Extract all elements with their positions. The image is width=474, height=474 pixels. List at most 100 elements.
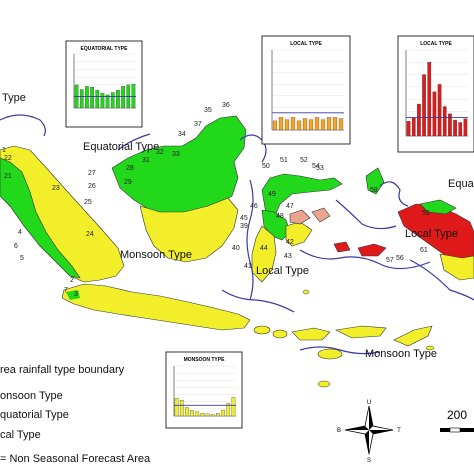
legend-boundary: rea rainfall type boundary — [0, 364, 125, 376]
sulawesi — [251, 173, 343, 283]
area-number: 45 — [240, 215, 248, 222]
chart-bar — [210, 414, 215, 417]
papua — [397, 199, 474, 281]
sulawesi-nonseasonal-2 — [311, 207, 331, 223]
area-number: 48 — [276, 213, 284, 220]
sumba — [317, 348, 343, 360]
boundary-line — [409, 259, 474, 301]
chart-bar — [314, 117, 320, 131]
area-number: 2 — [70, 277, 74, 284]
boundary-line — [335, 199, 397, 230]
chart-bar — [417, 103, 421, 137]
area-numbers: 1 2 3 4 5 6 7 21 22 23 24 25 26 27 28 29… — [2, 102, 430, 298]
chart-bar — [79, 89, 84, 109]
chart-local-mid-plot — [271, 49, 344, 131]
chart-bar — [179, 400, 184, 417]
area-number: 24 — [86, 231, 94, 238]
area-number: 23 — [52, 185, 60, 192]
area-number: 27 — [88, 170, 96, 177]
chart-bar — [442, 106, 447, 137]
chart-bar — [290, 117, 296, 131]
chart-bar — [105, 94, 110, 109]
scale-segment — [440, 428, 450, 432]
halmahera — [365, 167, 385, 195]
area-number: 43 — [284, 253, 292, 260]
chart-bar — [90, 87, 94, 109]
papua-equatorial-north — [419, 199, 457, 215]
chart-bar — [95, 90, 100, 109]
sumatra-equatorial-zone — [0, 157, 81, 279]
area-number: 31 — [142, 157, 150, 164]
legend-equatorial: quatorial Type — [0, 409, 69, 421]
chart-bar — [308, 119, 314, 131]
sulawesi-monsoon-south — [251, 225, 277, 283]
chart-bar — [278, 117, 284, 131]
kalimantan-monsoon-zone — [139, 197, 239, 263]
java-island — [61, 283, 251, 331]
chart-bar — [121, 86, 125, 109]
compass-south: S — [367, 458, 371, 464]
area-number: 36 — [222, 102, 230, 109]
label-equatorial-center: Equatorial Type — [83, 141, 159, 153]
chart-bar — [205, 413, 210, 417]
chart-bar — [332, 117, 338, 131]
island — [317, 380, 331, 388]
area-number: 61 — [420, 247, 428, 254]
chart-bar — [320, 119, 326, 131]
chart-bar — [116, 90, 120, 109]
label-type-left: Type — [2, 92, 26, 104]
maluku — [333, 167, 387, 257]
lombok — [272, 329, 288, 339]
rainfall-type-boundaries — [0, 114, 474, 355]
area-number: 34 — [178, 131, 186, 138]
boundary-line — [299, 249, 431, 270]
chart-bar — [432, 91, 437, 137]
area-number: 40 — [232, 245, 240, 252]
chart-bar — [296, 120, 302, 131]
area-number: 54 — [312, 163, 320, 170]
area-number: 32 — [156, 149, 164, 156]
area-number: 50 — [262, 163, 270, 170]
area-number: 1 — [2, 147, 6, 154]
chart-bar — [185, 407, 189, 417]
chart-bar — [453, 119, 457, 137]
area-number: 53 — [316, 165, 324, 172]
inset-title: MONSOON TYPE — [184, 357, 226, 363]
chart-bar — [458, 122, 463, 137]
sulawesi-nonseasonal-1 — [289, 209, 311, 225]
inset-frame — [165, 351, 243, 429]
chart-bar — [463, 118, 468, 137]
chart-bar — [448, 113, 452, 137]
area-number: 29 — [124, 179, 132, 186]
legend-local: cal Type — [0, 429, 41, 441]
area-number: 3 — [74, 291, 78, 298]
chart-bar — [231, 397, 236, 417]
legend-nonseasonal: = Non Seasonal Forecast Area — [0, 453, 151, 465]
area-number: 44 — [260, 245, 268, 252]
area-number: 6 — [14, 243, 18, 250]
flores — [335, 325, 387, 339]
compass-rose: U S B T — [337, 400, 401, 464]
chart-equatorial-plot — [73, 53, 136, 109]
inset-chart-monsoon: MONSOON TYPE — [165, 351, 243, 429]
area-number: 46 — [250, 203, 258, 210]
chart-bar — [437, 84, 442, 137]
chart-bar — [406, 121, 411, 137]
area-number: 28 — [126, 165, 134, 172]
buru-local — [333, 241, 351, 253]
area-number: 39 — [240, 223, 248, 230]
boundary-line — [221, 289, 295, 313]
inset-chart-local-right: LOCAL TYPE — [397, 35, 474, 153]
label-equatorial-right: Equa — [448, 178, 474, 190]
area-number: 33 — [172, 151, 180, 158]
area-number: 51 — [280, 157, 288, 164]
chart-bar — [221, 410, 225, 417]
area-number: 37 — [194, 121, 202, 128]
area-number: 49 — [268, 191, 276, 198]
area-number: 5 — [20, 255, 24, 262]
chart-monsoon-plot — [173, 365, 236, 417]
chart-bar — [200, 412, 205, 417]
seram-local — [357, 243, 387, 257]
compass-east: T — [397, 428, 401, 434]
area-number: 56 — [396, 255, 404, 262]
